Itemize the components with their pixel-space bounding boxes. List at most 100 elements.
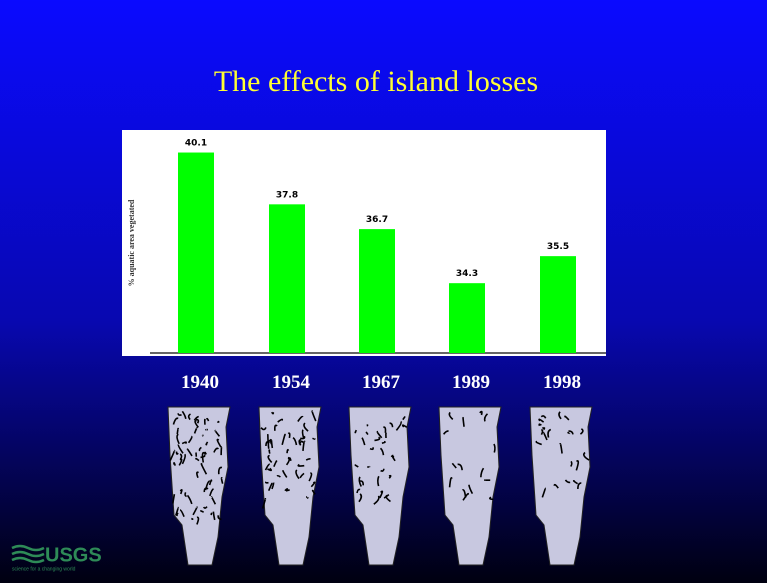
x-tick-label: 1967 (362, 372, 401, 393)
map-island (575, 460, 580, 471)
map-island (212, 511, 216, 521)
map-island (179, 488, 183, 495)
map-island (389, 422, 394, 428)
map-island (277, 418, 284, 423)
map-island (184, 492, 187, 498)
map-island (559, 443, 563, 454)
map-island (388, 474, 392, 479)
map-island (568, 430, 574, 435)
map-island (273, 424, 278, 431)
map-island (181, 410, 187, 420)
map-island (206, 417, 210, 422)
map-island (191, 517, 194, 520)
map-island (354, 429, 358, 434)
map-island (359, 480, 364, 486)
logo-name: USGS (45, 544, 102, 566)
map-island (287, 457, 292, 461)
map-island (281, 469, 288, 478)
map-island (553, 483, 559, 489)
map-island (195, 457, 200, 462)
map-island (577, 482, 582, 490)
map-island (379, 447, 385, 456)
map-island (299, 472, 305, 479)
map-island (310, 481, 316, 488)
map-island (270, 438, 273, 445)
map-island (301, 429, 305, 439)
map-island (540, 415, 547, 419)
map-island (169, 449, 176, 461)
bar (540, 256, 576, 353)
map-island (462, 492, 469, 501)
map-outline (438, 406, 502, 566)
map-island (479, 410, 483, 416)
map-island (200, 510, 204, 513)
map-island (379, 490, 384, 499)
map-island (179, 453, 183, 460)
y-axis-label: % aquatic area vegetated (127, 199, 136, 286)
map-island (306, 496, 309, 499)
map-island (373, 495, 380, 505)
map-island (264, 463, 270, 471)
map-island (540, 428, 544, 436)
map-island (358, 493, 363, 503)
map-island (468, 484, 474, 495)
map-island (220, 445, 223, 456)
map-island (267, 467, 273, 472)
map-island (181, 453, 186, 465)
map-island (493, 443, 496, 453)
map-island (179, 509, 185, 517)
map-island (187, 413, 191, 421)
map-island (381, 440, 386, 444)
map-island (385, 494, 391, 503)
map-island (198, 446, 202, 452)
value-label: 37.8 (276, 190, 298, 200)
map-island (209, 488, 214, 497)
map-island (216, 438, 222, 448)
chart-title: The effects of island losses (214, 65, 538, 98)
map-island (382, 426, 387, 433)
map-island (312, 437, 316, 440)
map-island (193, 415, 199, 421)
map-island (538, 418, 545, 423)
map-island (358, 476, 362, 487)
map-island (395, 420, 402, 431)
map-island (192, 506, 198, 516)
map-island (281, 433, 286, 446)
map-island (300, 435, 306, 440)
value-label: 35.5 (547, 242, 569, 252)
bar (269, 204, 305, 353)
map-island (457, 463, 463, 471)
map-island (271, 482, 275, 490)
map-island (186, 448, 193, 457)
map-island (210, 512, 213, 516)
map-island (196, 516, 200, 525)
bar (359, 229, 395, 353)
map-island (176, 512, 179, 517)
map-island (480, 467, 485, 478)
map-island (380, 468, 385, 472)
map-outline (348, 406, 412, 566)
map-island (176, 427, 180, 435)
map-island (298, 440, 304, 445)
value-label: 36.7 (366, 215, 388, 225)
map-island (186, 494, 193, 505)
map-island (205, 441, 209, 446)
x-tick-label: 1954 (272, 372, 311, 393)
map-island (305, 458, 311, 461)
map-island (567, 431, 571, 435)
map-island (172, 417, 179, 425)
map-island (488, 496, 494, 501)
map-island (267, 482, 273, 492)
map-island (297, 415, 304, 422)
map-island (374, 436, 381, 442)
bar (449, 283, 485, 353)
map-island (308, 472, 313, 482)
x-tick-label: 1940 (181, 372, 219, 393)
map-island (172, 494, 176, 504)
map-island (267, 454, 273, 464)
map-island (217, 515, 222, 521)
map-island (181, 441, 187, 445)
map-island (377, 475, 380, 487)
map-island (178, 458, 183, 466)
logo-tagline: science for a changing world (12, 566, 76, 572)
